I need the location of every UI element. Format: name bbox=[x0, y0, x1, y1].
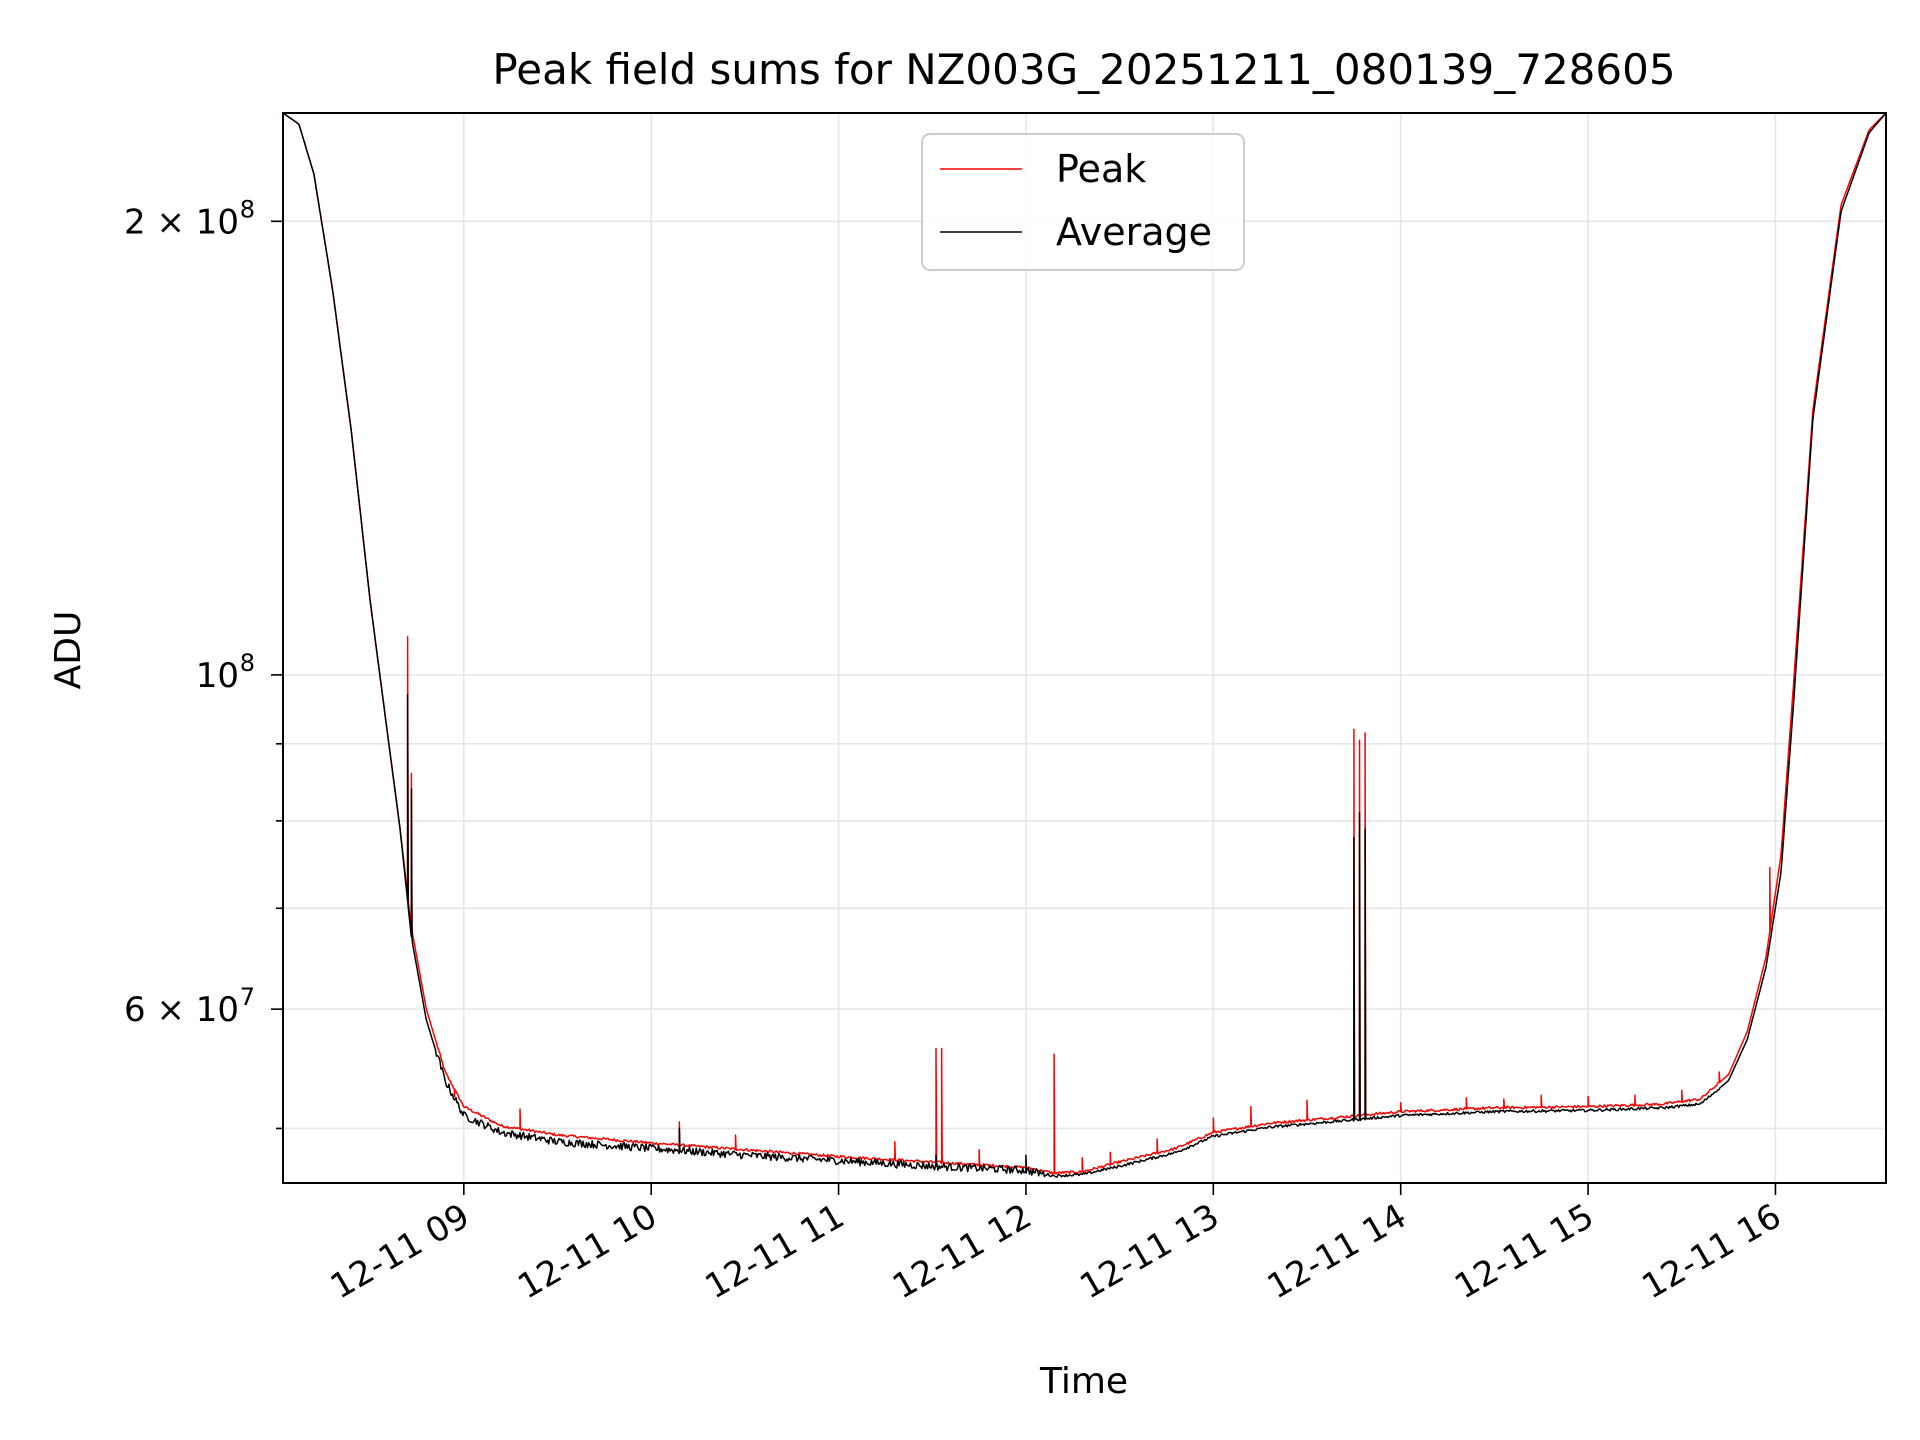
y-axis-label: ADU bbox=[48, 611, 89, 690]
y-tick-label: 810 bbox=[196, 649, 255, 696]
y-tick-base: 6 × 10 bbox=[124, 990, 239, 1030]
series-average-line bbox=[282, 112, 1887, 1178]
legend-label-average: Average bbox=[1056, 210, 1212, 254]
y-tick-label: 82 × 10 bbox=[124, 195, 255, 242]
legend-label-peak: Peak bbox=[1056, 147, 1146, 191]
y-tick-base: 10 bbox=[196, 656, 239, 696]
plot-frame bbox=[282, 112, 1887, 1184]
series-layer bbox=[282, 112, 1887, 1178]
legend: Peak Average bbox=[921, 133, 1245, 271]
chart-title: Peak field sums for NZ003G_20251211_0801… bbox=[492, 45, 1675, 94]
y-tick-base: 2 × 10 bbox=[124, 202, 239, 242]
x-axis-label: Time bbox=[1039, 1361, 1128, 1402]
y-tick-exponent: 7 bbox=[240, 983, 255, 1011]
series-peak-line bbox=[282, 112, 1887, 1175]
y-tick-label: 76 × 10 bbox=[124, 983, 255, 1030]
y-tick-exponent: 8 bbox=[240, 649, 255, 677]
y-tick-exponent: 8 bbox=[240, 195, 255, 223]
legend-box bbox=[921, 133, 1245, 271]
